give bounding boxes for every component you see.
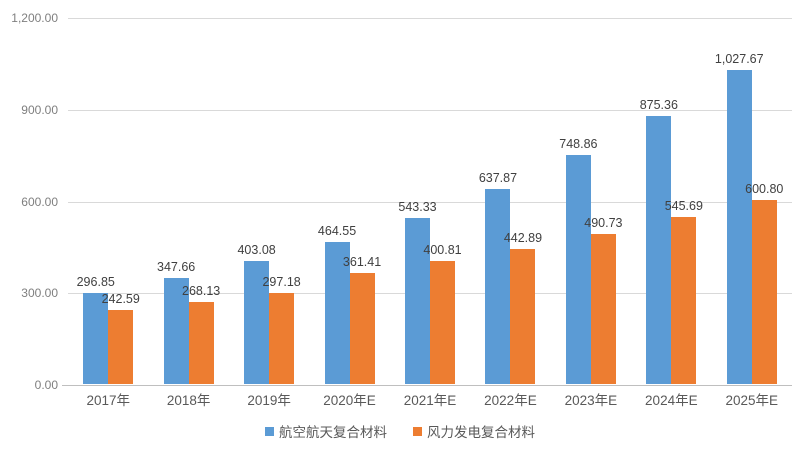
data-label: 875.36 bbox=[639, 98, 678, 113]
data-label: 600.80 bbox=[745, 182, 784, 197]
data-label: 490.73 bbox=[584, 215, 623, 230]
bar-series2-2024年E bbox=[671, 217, 697, 384]
bar-series2-2019年 bbox=[269, 293, 295, 384]
bar-series1-2024年E bbox=[646, 116, 672, 384]
data-label: 637.87 bbox=[478, 170, 518, 185]
x-tick-label: 2017年 bbox=[86, 393, 130, 408]
x-tick-label: 2025年E bbox=[725, 393, 779, 408]
data-label: 442.89 bbox=[503, 230, 543, 245]
bar-series2-2025年E bbox=[751, 200, 777, 384]
y-axis: 0.00 300.00 600.00 900.00 1,200.00 bbox=[0, 11, 58, 392]
data-label: 1,027.67 bbox=[714, 51, 764, 66]
x-tick-label: 2021年E bbox=[403, 393, 457, 408]
x-axis: 2017年 2018年 2019年 2020年E 2021年E 2022年E 2023年E 2… bbox=[68, 392, 792, 412]
gridline bbox=[68, 201, 792, 203]
legend-item: 风力发电复合材料 bbox=[413, 421, 535, 441]
data-label: 296.85 bbox=[76, 275, 115, 290]
legend-label: 航空航天复合材料 bbox=[279, 425, 387, 440]
bar-series2-2022年E bbox=[510, 248, 536, 384]
x-tick-label: 2018年 bbox=[166, 393, 211, 408]
data-label: 545.69 bbox=[664, 199, 703, 214]
legend-swatch-icon bbox=[265, 426, 274, 436]
bar-series1-2018年 bbox=[163, 277, 189, 384]
bar-series1-2023年E bbox=[565, 154, 591, 384]
bar-series2-2020年E bbox=[349, 273, 375, 384]
y-tick-label: 600.00 bbox=[21, 194, 58, 209]
bar-series1-2017年 bbox=[83, 293, 109, 384]
bar-series1-2025年E bbox=[726, 69, 752, 384]
bar-series1-2021年E bbox=[405, 217, 430, 384]
data-label: 268.13 bbox=[182, 284, 221, 298]
y-tick-label: 0.00 bbox=[34, 378, 58, 392]
bar-series2-2021年E bbox=[430, 261, 455, 384]
data-label: 543.33 bbox=[398, 199, 437, 214]
bar-series1-2020年E bbox=[324, 241, 350, 384]
y-tick-label: 1,200.00 bbox=[11, 11, 58, 25]
data-label: 464.55 bbox=[317, 223, 357, 238]
legend-swatch-icon bbox=[413, 426, 422, 436]
y-tick-label: 900.00 bbox=[21, 102, 58, 117]
data-label: 347.66 bbox=[157, 259, 196, 274]
x-tick-label: 2022年E bbox=[484, 393, 537, 408]
data-label: 748.86 bbox=[559, 136, 598, 151]
legend-label: 风力发电复合材料 bbox=[427, 425, 535, 440]
bar-series1-2019年 bbox=[244, 260, 270, 384]
gridline bbox=[68, 109, 792, 111]
x-tick-label: 2019年 bbox=[247, 393, 291, 408]
x-tick-label: 2024年E bbox=[645, 393, 698, 408]
x-axis-line bbox=[62, 385, 792, 386]
data-label: 361.41 bbox=[342, 255, 382, 270]
bar-series2-2018年 bbox=[188, 302, 214, 384]
x-tick-label: 2023年E bbox=[564, 393, 618, 408]
y-tick-label: 300.00 bbox=[21, 286, 58, 301]
bar-series1-2022年E bbox=[485, 188, 511, 384]
plot-area: 296.85 242.59 347.66 268.13 403.08 297.18 464.… bbox=[62, 18, 792, 386]
x-tick-label: 2020年E bbox=[323, 393, 376, 408]
data-label: 242.59 bbox=[101, 291, 140, 306]
data-label: 403.08 bbox=[237, 242, 276, 257]
legend: 航空航天复合材料 风力发电复合材料 bbox=[0, 421, 800, 441]
data-label: 297.18 bbox=[262, 275, 301, 290]
data-label: 400.81 bbox=[423, 243, 462, 258]
gridline bbox=[68, 18, 792, 19]
bar-series2-2017年 bbox=[108, 309, 134, 384]
bar-series2-2023年E bbox=[590, 233, 616, 384]
legend-item: 航空航天复合材料 bbox=[265, 421, 387, 441]
